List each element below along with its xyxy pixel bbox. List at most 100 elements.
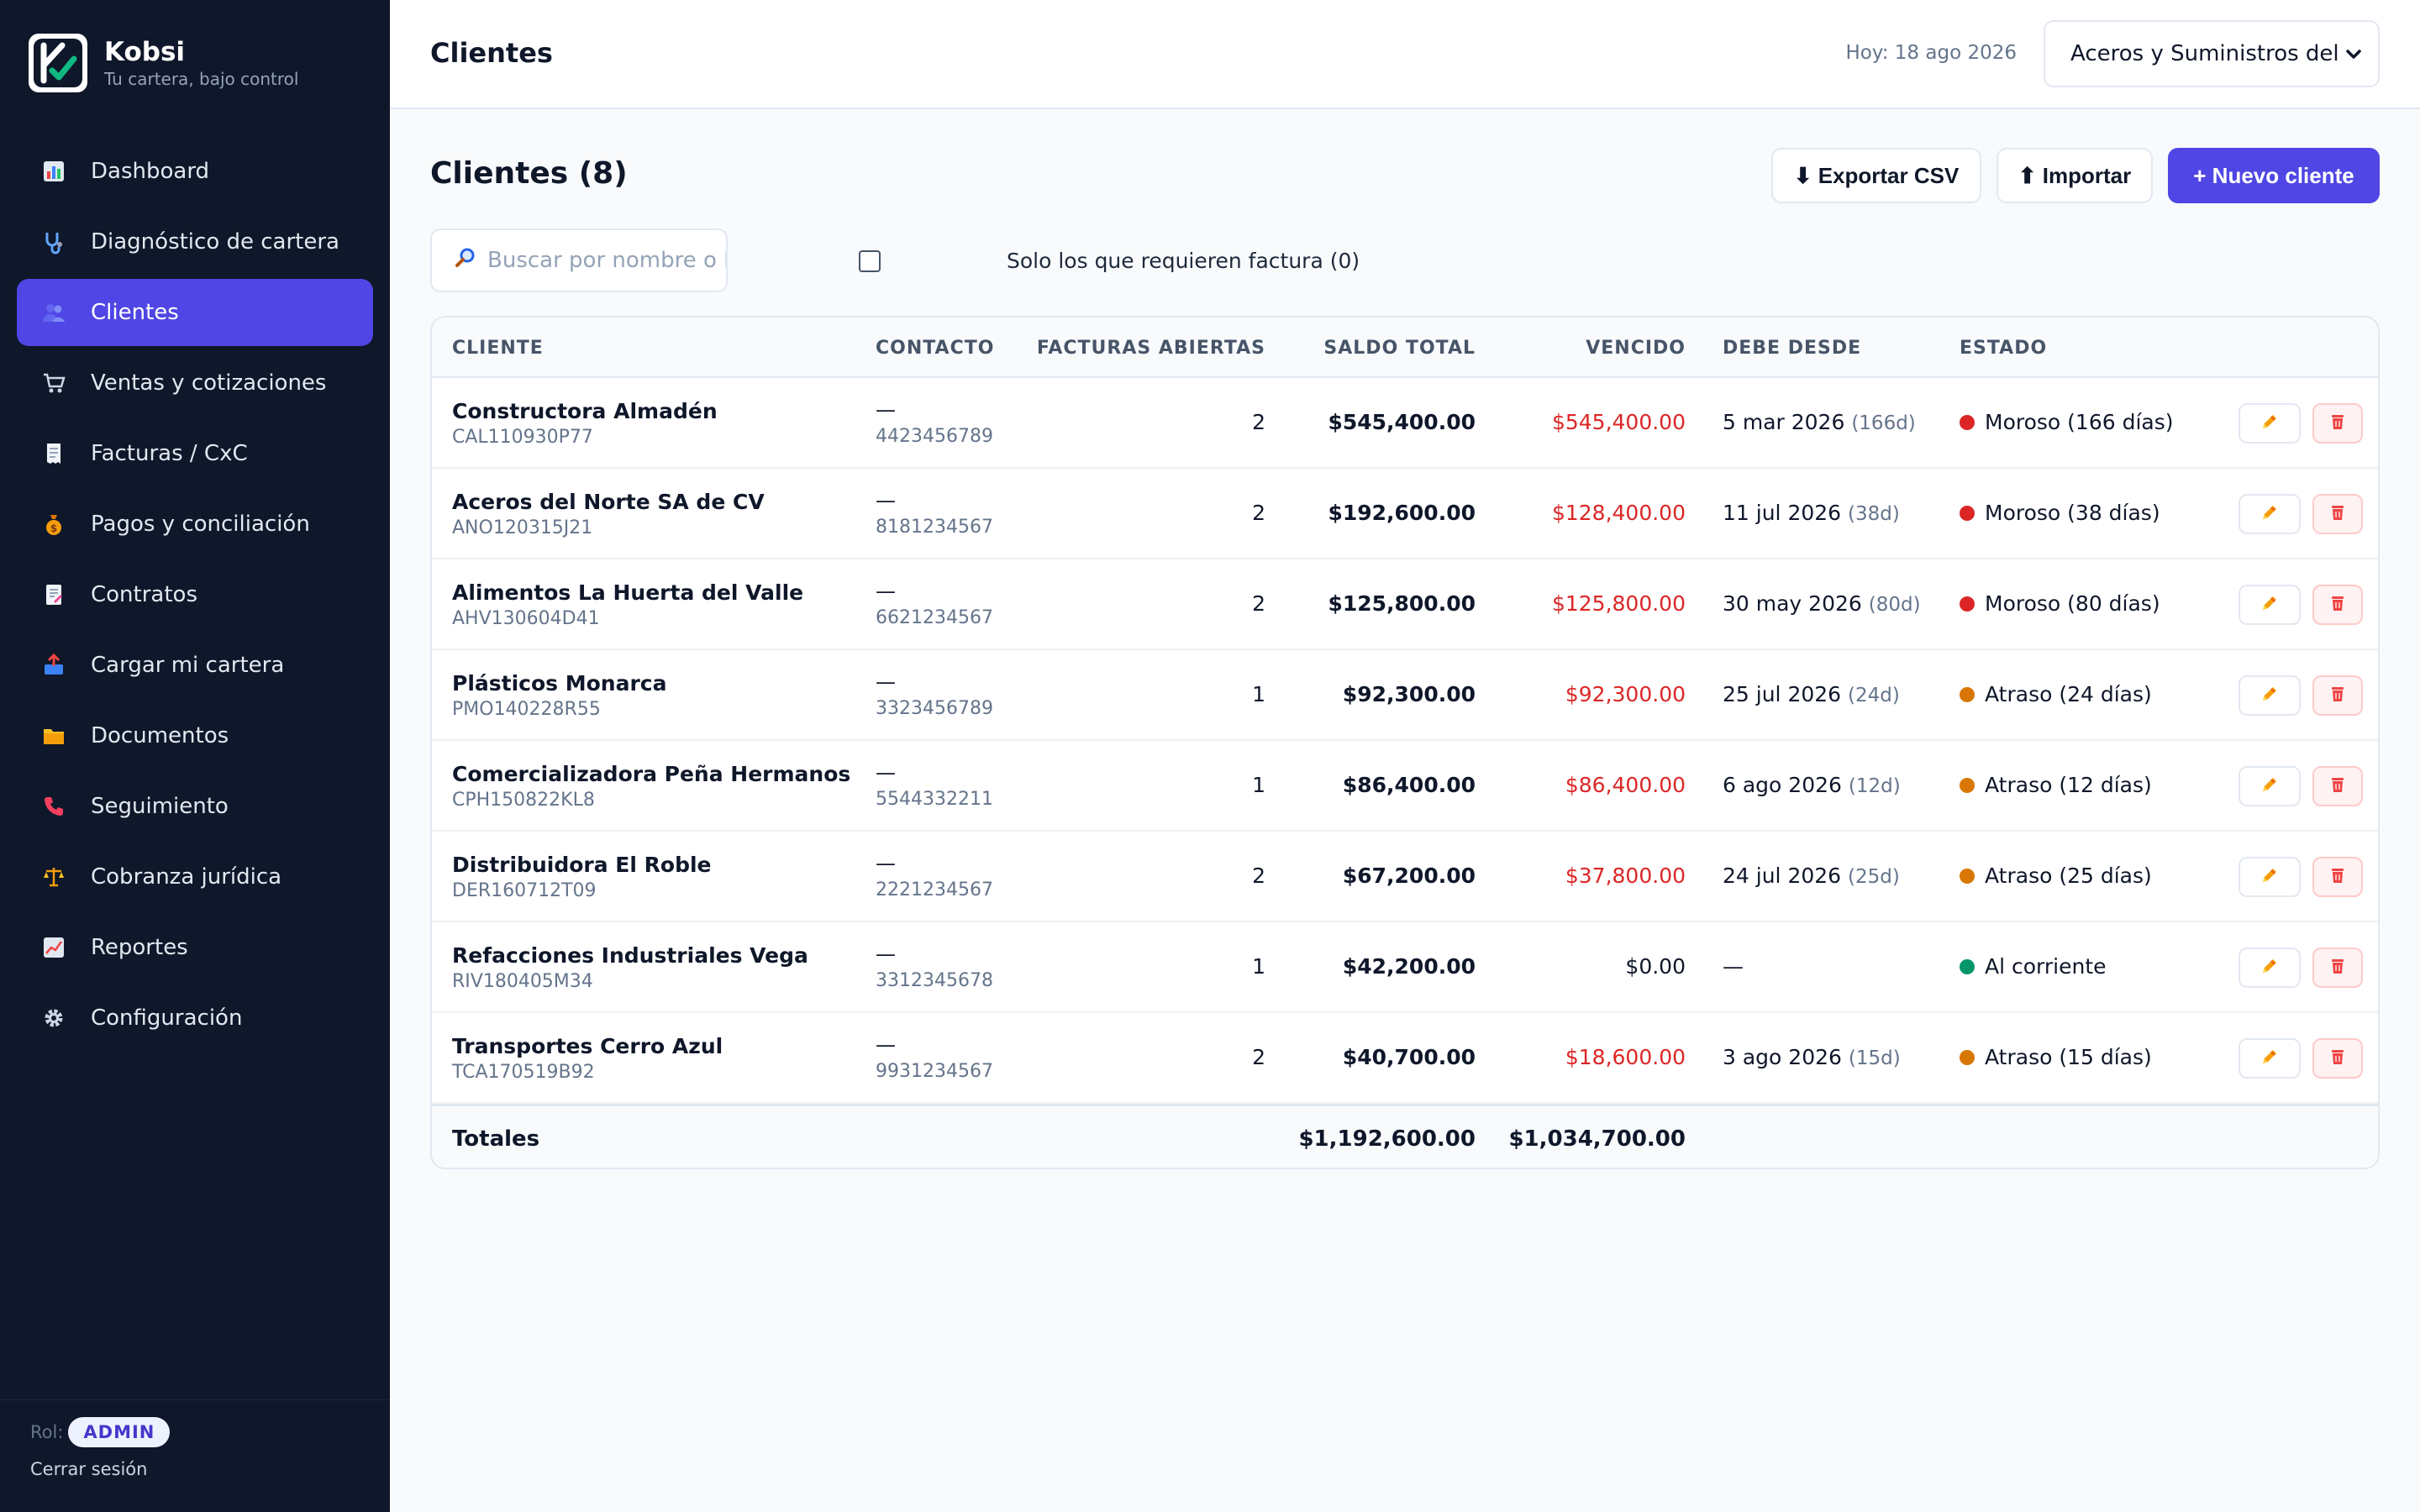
delete-button[interactable] bbox=[2312, 585, 2363, 625]
open-invoices: 1 bbox=[1252, 954, 1265, 979]
overdue-amount: $37,800.00 bbox=[1565, 864, 1686, 888]
overdue-amount: $125,800.00 bbox=[1551, 591, 1686, 616]
delete-button[interactable] bbox=[2312, 494, 2363, 534]
status-dot bbox=[1960, 1049, 1975, 1065]
sidebar-item-diagnostico-de-cartera[interactable]: Diagnóstico de cartera bbox=[17, 208, 373, 276]
overdue-amount: $128,400.00 bbox=[1551, 501, 1686, 525]
table-row[interactable]: Alimentos La Huerta del Valle AHV130604D4… bbox=[432, 559, 2378, 650]
col-facturas[interactable]: FACTURAS ABIERTAS bbox=[1036, 338, 1265, 359]
owed-since: 24 jul 2026 (25d) bbox=[1723, 864, 1900, 888]
col-cliente[interactable]: CLIENTE bbox=[452, 338, 544, 359]
sidebar-item-contratos[interactable]: Contratos bbox=[17, 561, 373, 628]
logout-link[interactable]: Cerrar sesión bbox=[30, 1459, 148, 1479]
client-name[interactable]: Distribuidora El Roble bbox=[452, 853, 712, 877]
table-row[interactable]: Aceros del Norte SA de CV ANO120315J21 — 81… bbox=[432, 469, 2378, 559]
sidebar-item-reportes[interactable]: Reportes bbox=[17, 914, 373, 981]
delete-button[interactable] bbox=[2312, 948, 2363, 988]
trash-icon bbox=[2328, 412, 2347, 434]
trash-icon bbox=[2328, 594, 2347, 616]
client-name[interactable]: Comercializadora Peña Hermanos bbox=[452, 762, 851, 786]
status-badge: Atraso (12 días) bbox=[1960, 773, 2152, 797]
trend-chart-icon bbox=[40, 934, 67, 961]
col-saldo[interactable]: SALDO TOTAL bbox=[1323, 338, 1476, 359]
sidebar-item-ventas-y-cotizaciones[interactable]: Ventas y cotizaciones bbox=[17, 349, 373, 417]
sidebar-item-label: Cargar mi cartera bbox=[91, 653, 285, 678]
company-select[interactable]: Aceros y Suministros del B bbox=[2044, 20, 2380, 87]
import-button[interactable]: ⬆ Importar bbox=[1996, 148, 2153, 203]
edit-button[interactable] bbox=[2238, 766, 2301, 806]
status-text: Atraso (12 días) bbox=[1985, 773, 2152, 797]
table-row[interactable]: Distribuidora El Roble DER160712T09 — 22212… bbox=[432, 832, 2378, 922]
client-name[interactable]: Transportes Cerro Azul bbox=[452, 1034, 723, 1058]
table-row[interactable]: Plásticos Monarca PMO140228R55 — 3323456789… bbox=[432, 650, 2378, 741]
edit-button[interactable] bbox=[2238, 675, 2301, 716]
sidebar-item-cobranza-juridica[interactable]: Cobranza jurídica bbox=[17, 843, 373, 911]
table-row[interactable]: Transportes Cerro Azul TCA170519B92 — 99312… bbox=[432, 1013, 2378, 1104]
edit-button[interactable] bbox=[2238, 948, 2301, 988]
status-text: Atraso (15 días) bbox=[1985, 1045, 2152, 1069]
edit-button[interactable] bbox=[2238, 857, 2301, 897]
search-input[interactable]: Buscar por nombre o RFC bbox=[430, 228, 728, 292]
sidebar-item-documentos[interactable]: Documentos bbox=[17, 702, 373, 769]
client-cell: Distribuidora El Roble DER160712T09 bbox=[452, 852, 711, 904]
logo-icon bbox=[29, 34, 87, 92]
delete-button[interactable] bbox=[2312, 675, 2363, 716]
edit-button[interactable] bbox=[2238, 1038, 2301, 1079]
delete-button[interactable] bbox=[2312, 766, 2363, 806]
search-icon bbox=[454, 246, 477, 276]
invoice-filter-checkbox[interactable] bbox=[859, 250, 881, 272]
sidebar-item-label: Cobranza jurídica bbox=[91, 864, 282, 890]
sidebar-item-clientes[interactable]: Clientes bbox=[17, 279, 373, 346]
contact-cell: — 9931234567 bbox=[876, 1032, 993, 1085]
table-row[interactable]: Comercializadora Peña Hermanos CPH150822K… bbox=[432, 741, 2378, 832]
delete-button[interactable] bbox=[2312, 403, 2363, 444]
pencil-icon bbox=[2260, 502, 2280, 526]
sidebar-item-cargar-mi-cartera[interactable]: Cargar mi cartera bbox=[17, 632, 373, 699]
contact-phone: 3323456789 bbox=[876, 698, 993, 719]
pencil-icon bbox=[2260, 865, 2280, 889]
sidebar-item-facturas-cxc[interactable]: Facturas / CxC bbox=[17, 420, 373, 487]
topbar: Clientes Hoy: 18 ago 2026 Aceros y Sumin… bbox=[390, 0, 2420, 109]
delete-button[interactable] bbox=[2312, 1038, 2363, 1079]
sidebar-item-dashboard[interactable]: Dashboard bbox=[17, 138, 373, 205]
col-vencido[interactable]: VENCIDO bbox=[1586, 338, 1686, 359]
delete-button[interactable] bbox=[2312, 857, 2363, 897]
table-row[interactable]: Constructora Almadén CAL110930P77 — 4423456… bbox=[432, 378, 2378, 469]
client-name[interactable]: Refacciones Industriales Vega bbox=[452, 943, 808, 968]
client-name[interactable]: Alimentos La Huerta del Valle bbox=[452, 580, 804, 605]
client-name[interactable]: Aceros del Norte SA de CV bbox=[452, 490, 765, 514]
sidebar-item-seguimiento[interactable]: Seguimiento bbox=[17, 773, 373, 840]
status-badge: Moroso (166 días) bbox=[1960, 410, 2174, 434]
client-name[interactable]: Plásticos Monarca bbox=[452, 671, 667, 696]
cart-icon bbox=[40, 370, 67, 396]
total-balance: $86,400.00 bbox=[1342, 773, 1476, 797]
client-name[interactable]: Constructora Almadén bbox=[452, 399, 718, 423]
sidebar-item-configuracion[interactable]: Configuración bbox=[17, 984, 373, 1052]
sidebar-item-label: Clientes bbox=[91, 300, 179, 325]
col-contacto[interactable]: CONTACTO bbox=[876, 338, 995, 359]
total-balance: $192,600.00 bbox=[1328, 501, 1476, 525]
edit-button[interactable] bbox=[2238, 403, 2301, 444]
contact-phone: 6621234567 bbox=[876, 607, 993, 628]
overdue-amount: $18,600.00 bbox=[1565, 1045, 1686, 1069]
client-rfc: CAL110930P77 bbox=[452, 427, 593, 448]
brand: Kobsi Tu cartera, bajo control bbox=[29, 34, 298, 92]
export-csv-button[interactable]: ⬇ Exportar CSV bbox=[1771, 148, 1981, 203]
owed-since: 11 jul 2026 (38d) bbox=[1723, 501, 1900, 525]
col-estado[interactable]: ESTADO bbox=[1960, 338, 2048, 359]
edit-button[interactable] bbox=[2238, 585, 2301, 625]
col-debe-desde[interactable]: DEBE DESDE bbox=[1723, 338, 1862, 359]
status-badge: Atraso (24 días) bbox=[1960, 682, 2152, 706]
table-row[interactable]: Refacciones Industriales Vega RIV180405M3… bbox=[432, 922, 2378, 1013]
contact-cell: — 8181234567 bbox=[876, 487, 993, 541]
chevron-down-icon bbox=[2344, 44, 2363, 69]
sidebar-item-label: Documentos bbox=[91, 723, 229, 748]
totals-balance: $1,192,600.00 bbox=[1298, 1126, 1476, 1152]
edit-button[interactable] bbox=[2238, 494, 2301, 534]
sidebar-item-pagos-y-conciliacion[interactable]: $ Pagos y conciliación bbox=[17, 491, 373, 558]
pencil-icon bbox=[2260, 684, 2280, 707]
contact-phone: 8181234567 bbox=[876, 517, 993, 538]
new-client-button[interactable]: + Nuevo cliente bbox=[2168, 148, 2380, 203]
contact-phone: 2221234567 bbox=[876, 879, 993, 900]
owed-since-days: (166d) bbox=[1851, 412, 1916, 434]
